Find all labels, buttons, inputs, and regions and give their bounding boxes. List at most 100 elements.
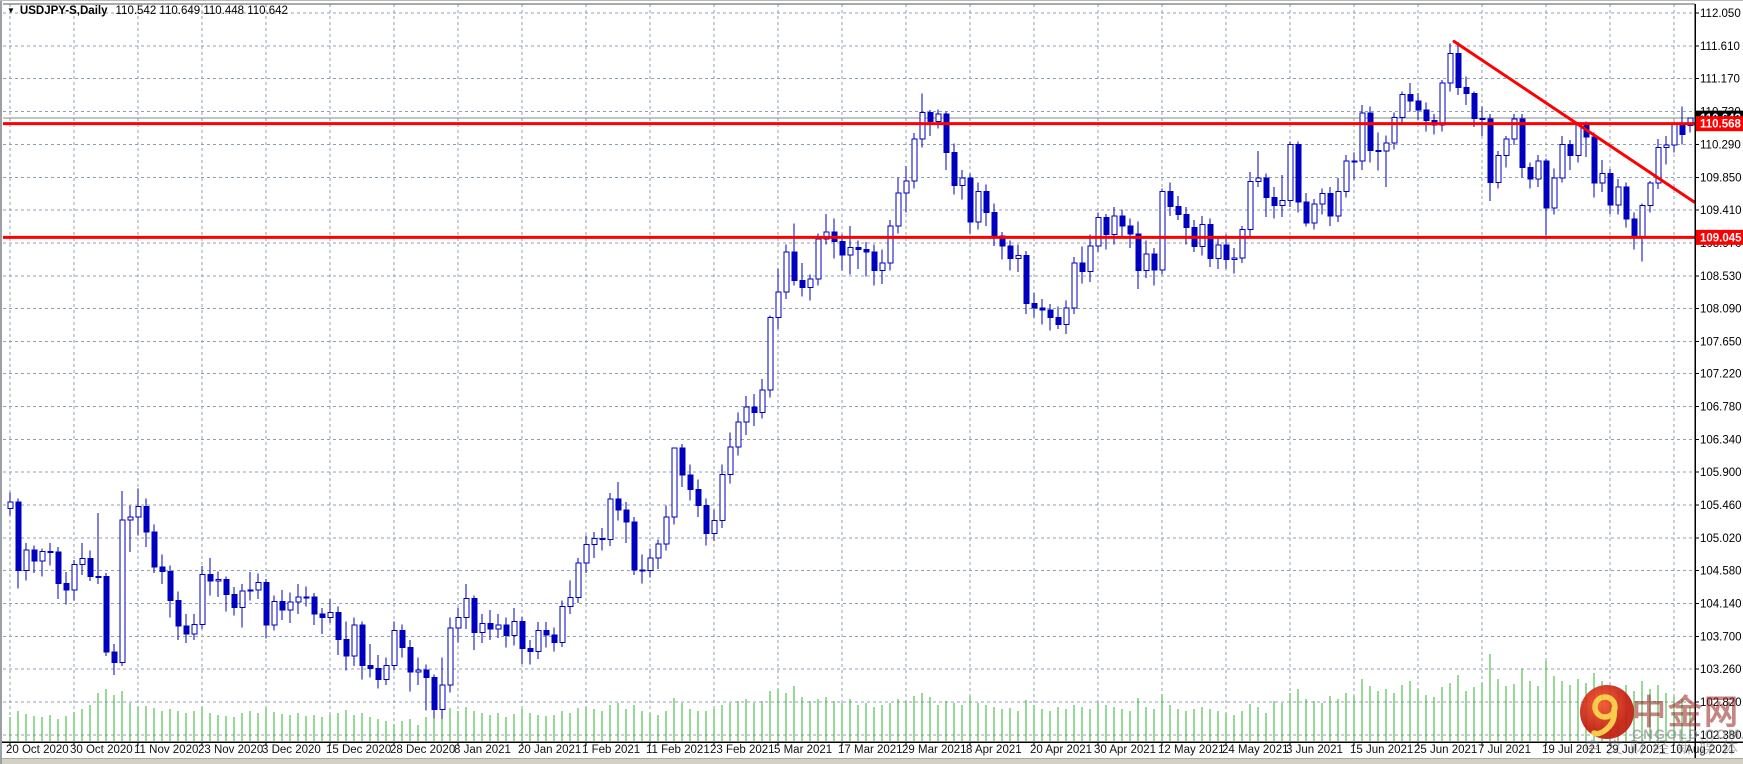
candle-bull [255,582,262,591]
date-tick-label: 10 Aug 2021 [1670,744,1735,756]
price-tick-label: 103.260 [1700,664,1742,676]
candle-bear [1295,143,1302,203]
candle-bear [1167,190,1174,207]
price-tick-label: 109.410 [1700,205,1742,217]
candle-bear [1039,307,1046,311]
candle-bear [1455,52,1462,89]
date-tick-label: 5 Mar 2021 [774,744,832,756]
candle-bear [639,569,646,572]
candle-bull [887,225,894,264]
candle-bull [287,601,294,611]
candle-bear [519,620,526,649]
candle-bull [743,406,750,423]
date-tick-label: 25 Jun 2021 [1414,744,1477,756]
candle-bear [279,600,286,611]
price-tick-label: 103.700 [1700,631,1742,643]
candle-bear [407,647,414,673]
candle-bull [1439,82,1446,126]
candle-bear [359,624,366,666]
candle-bull [823,231,830,240]
hline-price-tag-value: 109.045 [1700,232,1742,244]
candle-bull [239,590,246,608]
candle-bull [711,520,718,534]
date-tick-label: 3 Dec 2020 [262,744,321,756]
candle-bull [383,664,390,681]
date-tick-label: 1 Feb 2021 [582,744,640,756]
candle-bull [7,501,14,510]
price-tick-label: 105.460 [1700,500,1742,512]
candle-bull [1399,93,1406,119]
candle-bear [855,246,862,251]
candle-bear [1375,149,1382,152]
candle-bear [943,113,950,154]
candle-bull [127,516,134,521]
candle-bull [119,519,126,663]
candle-bear [487,623,494,630]
candle-bull [583,544,590,564]
date-tick-label: 17 Mar 2021 [838,744,903,756]
date-tick-label: 30 Oct 2020 [70,744,133,756]
candle-bear [103,576,110,653]
candle-bear [47,550,54,553]
candle-bear [1055,317,1062,325]
candle-bear [1607,173,1614,206]
price-tick-label: 109.850 [1700,172,1742,184]
candle-bear [1679,123,1686,136]
price-scale[interactable]: 112.050111.610111.170110.730110.290109.8… [1695,8,1742,742]
date-tick-label: 15 Jun 2021 [1350,744,1413,756]
candle-bear [231,594,238,608]
date-tick-label: 20 Jan 2021 [518,744,581,756]
candle-bear [471,597,478,634]
price-tick-label: 107.650 [1700,336,1742,348]
candle-bull [1231,257,1238,260]
candle-bear [183,625,190,635]
candle-bear [631,521,638,571]
price-tick-label: 102.380 [1700,730,1742,742]
candle-bear [951,152,958,186]
candle-bear [1119,215,1126,227]
candle-bull [807,278,814,289]
candle-bear [1631,218,1638,239]
candle-bull [1551,177,1558,209]
candle-bear [1623,186,1630,220]
candle-bull [23,549,30,572]
candle-bull [1087,245,1094,272]
candle-bear [343,638,350,657]
candle-bull [1215,244,1222,260]
candle-bull [1383,142,1390,152]
candle-bull [535,629,542,652]
candle-bull [1391,117,1398,144]
time-scale[interactable]: 20 Oct 2020 30 Oct 2020 11 Nov 2020 23 Nov … [6,742,1735,756]
candle-bear [1007,245,1014,260]
candle-bear [1263,177,1270,198]
date-tick-label: 24 May 2021 [1222,744,1289,756]
candle-bear [1463,87,1470,95]
candle-bull [199,573,206,625]
candle-bear [431,676,438,711]
candle-bear [375,667,382,681]
date-tick-label: 28 Dec 2020 [390,744,455,756]
candle-bear [207,573,214,582]
date-tick-label: 19 Jul 2021 [1542,744,1601,756]
hline-price-tag-value: 110.568 [1700,119,1742,131]
collapse-arrow-icon[interactable]: ▼ [7,6,15,15]
candle-bear [751,406,758,413]
candle-bear [1047,309,1054,319]
candle-bull [455,617,462,629]
candle-bear [687,474,694,490]
candle-bear [1487,118,1494,183]
candle-bear [1031,302,1038,309]
candle-bull [303,596,310,599]
candle-bull [1095,217,1102,247]
candle-bear [543,629,550,636]
candle-bear [15,501,22,572]
candle-bear [1567,143,1574,157]
candle-bear [839,240,846,256]
candle-bull [1663,144,1670,148]
descending-trendline[interactable] [1452,39,1696,204]
candle-bear [695,488,702,507]
candle-bull [439,684,446,711]
